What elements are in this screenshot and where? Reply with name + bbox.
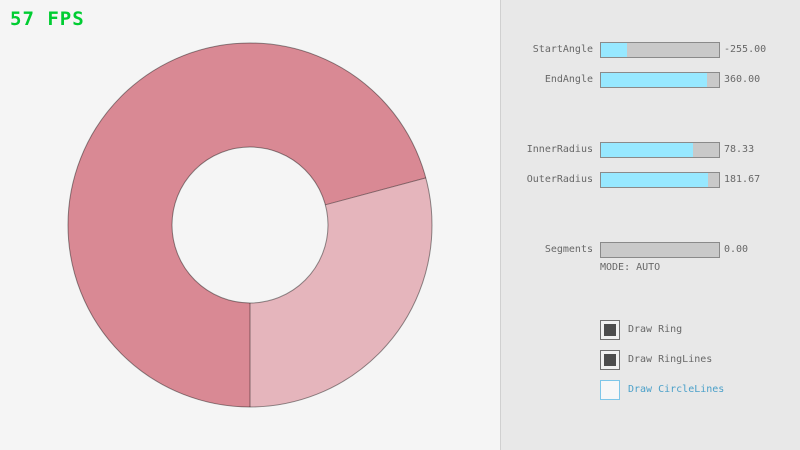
slider-row-innerradius: InnerRadius 78.33: [0, 140, 800, 160]
draw-circlelines-label: Draw CircleLines: [628, 384, 725, 395]
startangle-slider-fill: [601, 43, 627, 57]
endangle-slider-fill: [601, 73, 708, 87]
draw-ringlines-label: Draw RingLines: [628, 354, 713, 365]
segments-value: 0.00: [724, 244, 749, 255]
startangle-slider[interactable]: [600, 42, 720, 58]
segments-slider[interactable]: [600, 242, 720, 258]
mode-label: MODE: AUTO: [600, 262, 661, 273]
endangle-slider[interactable]: [600, 72, 720, 88]
segments-label: Segments: [544, 244, 593, 255]
innerradius-value: 78.33: [724, 144, 755, 155]
endangle-label: EndAngle: [544, 74, 593, 85]
endangle-value: 360.00: [724, 74, 761, 85]
innerradius-slider-fill: [601, 143, 694, 157]
draw-ring-checkbox[interactable]: [600, 320, 620, 340]
draw-ringlines-checkbox[interactable]: [600, 350, 620, 370]
innerradius-slider[interactable]: [600, 142, 720, 158]
draw-ring-label: Draw Ring: [628, 324, 683, 335]
outerradius-label: OuterRadius: [526, 174, 593, 185]
checkbox-row-draw-ringlines: Draw RingLines: [0, 350, 800, 370]
innerradius-label: InnerRadius: [526, 144, 593, 155]
checkbox-row-draw-circlelines: Draw CircleLines: [0, 380, 800, 400]
checkbox-row-draw-ring: Draw Ring: [0, 320, 800, 340]
draw-circlelines-checkbox[interactable]: [600, 380, 620, 400]
slider-row-outerradius: OuterRadius 181.67: [0, 170, 800, 190]
slider-row-endangle: EndAngle 360.00: [0, 70, 800, 90]
ring-canvas: [67, 42, 433, 408]
outerradius-slider[interactable]: [600, 172, 720, 188]
outerradius-slider-fill: [601, 173, 709, 187]
slider-row-startangle: StartAngle -255.00: [0, 40, 800, 60]
slider-row-segments: Segments 0.00: [0, 240, 800, 260]
startangle-label: StartAngle: [532, 44, 593, 55]
startangle-value: -255.00: [724, 44, 767, 55]
outerradius-value: 181.67: [724, 174, 761, 185]
fps-counter: 57 FPS: [10, 8, 85, 30]
